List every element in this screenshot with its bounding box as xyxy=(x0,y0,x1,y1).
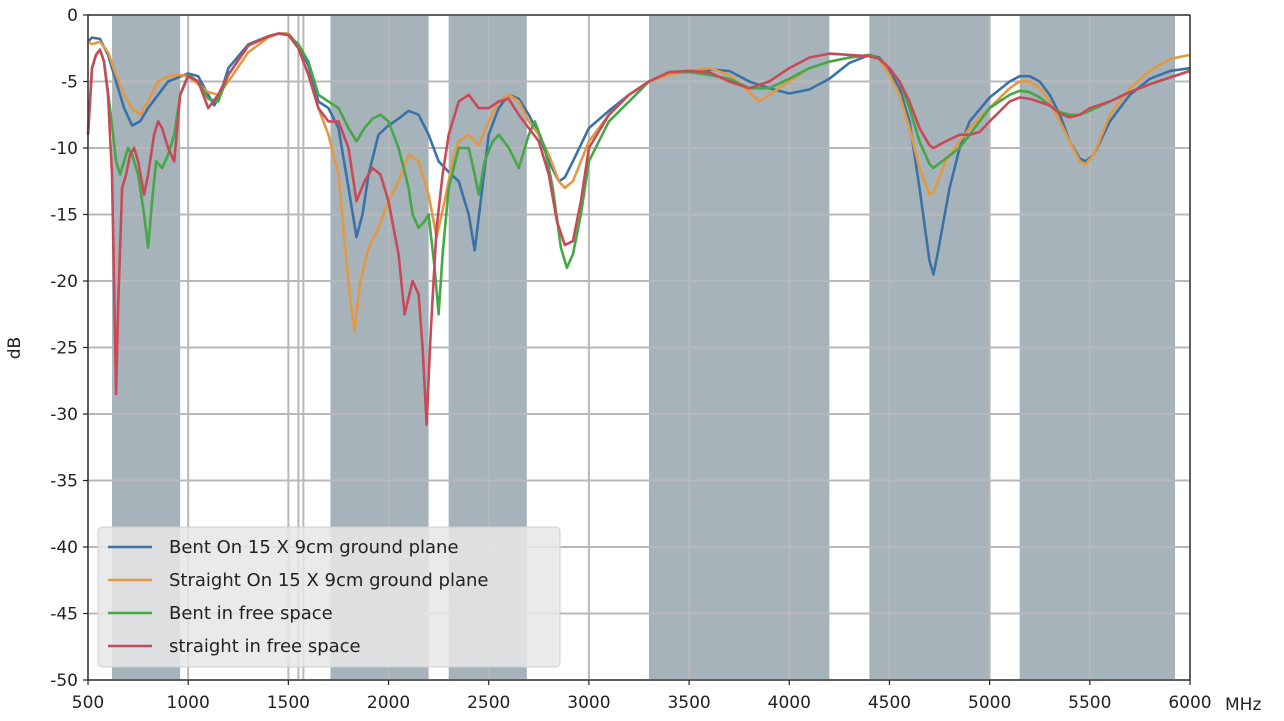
x-tick-label: 5000 xyxy=(968,693,1011,713)
y-axis-ticks: 0 -5 -10 -15 -20 -25 -30 -35 -40 -45 -50 xyxy=(50,6,88,691)
y-tick-label: -25 xyxy=(50,339,78,359)
legend: Bent On 15 X 9cm ground plane Straight On… xyxy=(97,526,561,668)
series-line-3 xyxy=(86,32,1191,426)
x-tick-label: 4000 xyxy=(768,693,811,713)
legend-label-0: Bent On 15 X 9cm ground plane xyxy=(169,537,459,558)
legend-box xyxy=(97,526,561,668)
x-tick-label: 2500 xyxy=(467,693,510,713)
x-tick-label: 5500 xyxy=(1068,693,1111,713)
y-tick-label: -45 xyxy=(50,605,78,625)
x-tick-label: 1000 xyxy=(167,693,210,713)
y-tick-label: -10 xyxy=(50,139,78,159)
x-tick-label: 3500 xyxy=(667,693,710,713)
legend-label-3: straight in free space xyxy=(169,636,361,657)
x-tick-label: 4500 xyxy=(868,693,911,713)
x-axis-unit: MHz xyxy=(1225,695,1261,715)
y-tick-label: -15 xyxy=(50,206,78,226)
y-tick-label: -40 xyxy=(50,538,78,558)
x-tick-label: 1500 xyxy=(267,693,310,713)
x-tick-label: 3000 xyxy=(567,693,610,713)
y-axis-label: dB xyxy=(5,337,25,359)
x-tick-label: 6000 xyxy=(1168,693,1211,713)
legend-label-1: Straight On 15 X 9cm ground plane xyxy=(169,570,488,591)
series-line-2 xyxy=(86,32,1191,316)
y-tick-label: 0 xyxy=(67,6,78,26)
y-tick-label: -35 xyxy=(50,472,78,492)
x-tick-label: 2000 xyxy=(367,693,410,713)
x-axis-ticks: 500 1000 1500 2000 2500 3000 3500 4000 4500 5000 5… xyxy=(72,680,1212,713)
y-tick-label: -50 xyxy=(50,671,78,691)
y-tick-label: -30 xyxy=(50,405,78,425)
series-lines xyxy=(86,32,1191,426)
x-tick-label: 500 xyxy=(72,693,104,713)
y-tick-label: -5 xyxy=(61,73,78,93)
legend-label-2: Bent in free space xyxy=(169,603,333,624)
y-tick-label: -20 xyxy=(50,272,78,292)
